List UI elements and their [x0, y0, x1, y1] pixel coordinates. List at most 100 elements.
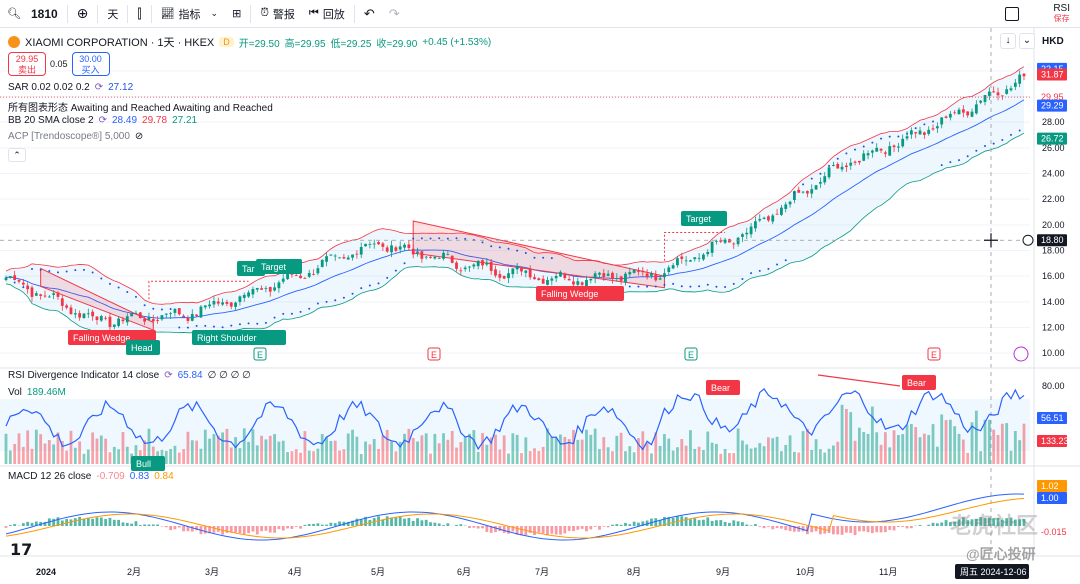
volume-bar	[117, 449, 121, 464]
scroll-to-latest-button[interactable]: ↓	[1000, 33, 1016, 49]
eye-hidden-icon[interactable]: ⊘	[134, 131, 144, 142]
volume-bar	[819, 449, 822, 464]
candle-body	[896, 146, 900, 148]
macd-histogram-bar	[758, 526, 762, 527]
candle-body	[199, 306, 203, 318]
sar-dot	[724, 285, 727, 288]
candle-body	[810, 189, 814, 194]
candle-body	[472, 264, 476, 267]
redo-button[interactable]: ↷	[382, 0, 407, 28]
volume-bar	[905, 424, 909, 464]
sar-dot	[758, 269, 761, 272]
volume-bar	[73, 447, 77, 464]
volume-bar	[8, 450, 12, 464]
candle-body	[1013, 82, 1017, 87]
volume-bar	[489, 437, 493, 464]
sar-dot	[377, 282, 380, 285]
macd-histogram-bar	[95, 517, 99, 526]
vol-legend[interactable]: Vol 189.46M	[8, 387, 66, 398]
volume-bar	[260, 435, 263, 464]
volume-bar	[294, 449, 298, 464]
macd-histogram-bar	[56, 517, 60, 526]
symbol-title[interactable]: XIAOMI CORPORATION · 1天 · HKEX	[25, 37, 215, 49]
bear-label-bg	[902, 375, 936, 390]
earnings-marker	[927, 347, 941, 361]
volume-bar	[953, 426, 957, 464]
macd-histogram-bar	[559, 526, 562, 535]
volume-bar	[593, 428, 597, 464]
undo-button[interactable]: ↶	[357, 0, 382, 28]
buy-button[interactable]: 30.00 买入	[71, 52, 110, 76]
indicators-button[interactable]: 📈︎ 指标 ⌄	[154, 0, 226, 28]
alert-button[interactable]: ⏰︎ 警报	[253, 0, 302, 28]
bb-legend[interactable]: BB 20 SMA close 2 ⟳ 28.49 29.78 27.21	[8, 115, 197, 126]
macd-histogram-bar	[238, 526, 242, 534]
candle-body	[901, 138, 905, 147]
volume-bar	[702, 450, 705, 464]
volume-bar	[771, 438, 775, 464]
candle-body	[494, 269, 497, 276]
candle-body	[433, 256, 437, 259]
candle-body	[1018, 74, 1022, 84]
settings-icon[interactable]: ⟳	[164, 370, 173, 381]
tradingview-logo[interactable]: 𝟭𝟳	[10, 542, 33, 559]
interval-label: 天	[107, 8, 119, 21]
volume-bar	[385, 429, 389, 464]
sell-label: 卖出	[17, 65, 36, 75]
compare-button[interactable]: ⊕	[70, 0, 96, 28]
sar-legend[interactable]: SAR 0.02 0.02 0.2 ⟳ 27.12	[8, 82, 133, 93]
candle-body	[8, 276, 12, 278]
candle-body	[732, 243, 736, 245]
candle-body	[593, 273, 597, 279]
settings-icon[interactable]: ⟳	[94, 82, 104, 93]
chart-type-button[interactable]: ⫿	[130, 0, 148, 28]
sar-dot	[516, 249, 519, 252]
layout-button[interactable]: ⊞	[225, 0, 248, 28]
macd-line-value: 0.83	[129, 471, 150, 482]
macd-signal-value: 0.84	[154, 471, 174, 482]
rsi-legend[interactable]: RSI Divergence Indicator 14 close ⟳ 65.8…	[8, 370, 251, 381]
macd-histogram-bar	[983, 518, 987, 526]
candle-body	[680, 256, 684, 259]
volume-bar	[615, 435, 619, 464]
volume-bar	[875, 432, 879, 464]
candle-body	[351, 254, 354, 258]
macd-histogram-bar	[585, 526, 588, 532]
macd-histogram-bar	[797, 526, 801, 532]
sar-dot	[810, 177, 813, 180]
acp-legend[interactable]: ACP [Trendoscope®] 5,000 ⊘	[8, 131, 143, 142]
sar-dot	[975, 149, 978, 152]
macd-histogram-bar	[312, 523, 315, 526]
replay-button[interactable]: ⏮︎ 回放	[302, 0, 352, 28]
macd-histogram-bar	[494, 526, 497, 533]
sar-dot	[741, 277, 744, 280]
symbol-search[interactable]: 🔍︎ 1810	[0, 0, 65, 28]
macd-histogram-bar	[767, 526, 770, 527]
macd-legend[interactable]: MACD 12 26 close -0.709 0.83 0.84	[8, 471, 174, 482]
candle-body	[359, 247, 363, 255]
macd-histogram-bar	[390, 517, 393, 526]
macd-histogram-bar	[303, 524, 307, 526]
sell-button[interactable]: 29.95 卖出	[8, 52, 46, 76]
macd-histogram-bar	[637, 522, 640, 526]
interval-button[interactable]: 天	[100, 0, 125, 28]
scale-options-button[interactable]: ⌄	[1019, 33, 1035, 49]
settings-icon[interactable]: ⟳	[98, 115, 107, 126]
sar-dot	[750, 272, 753, 275]
candle-body	[420, 251, 424, 259]
collapse-legend-button[interactable]: ⌃	[8, 148, 26, 162]
pattern-legend[interactable]: 所有图表形态 Awaiting and Reached Awaiting and…	[8, 99, 273, 114]
currency-label[interactable]: HKD	[1042, 36, 1064, 47]
sar-dot	[117, 286, 120, 289]
layout-name-button[interactable]: RSI 保存	[1043, 4, 1080, 24]
bb-name: BB 20 SMA close 2	[8, 115, 94, 126]
macd-histogram-bar	[433, 522, 437, 526]
macd-histogram-bar	[576, 526, 580, 530]
volume-bar	[34, 429, 38, 464]
fullscreen-icon[interactable]	[1005, 7, 1020, 21]
macd-histogram-bar	[173, 526, 177, 530]
sar-dot	[906, 132, 909, 135]
grid-icon: ⊞	[232, 8, 242, 20]
volume-bar	[996, 435, 1000, 464]
